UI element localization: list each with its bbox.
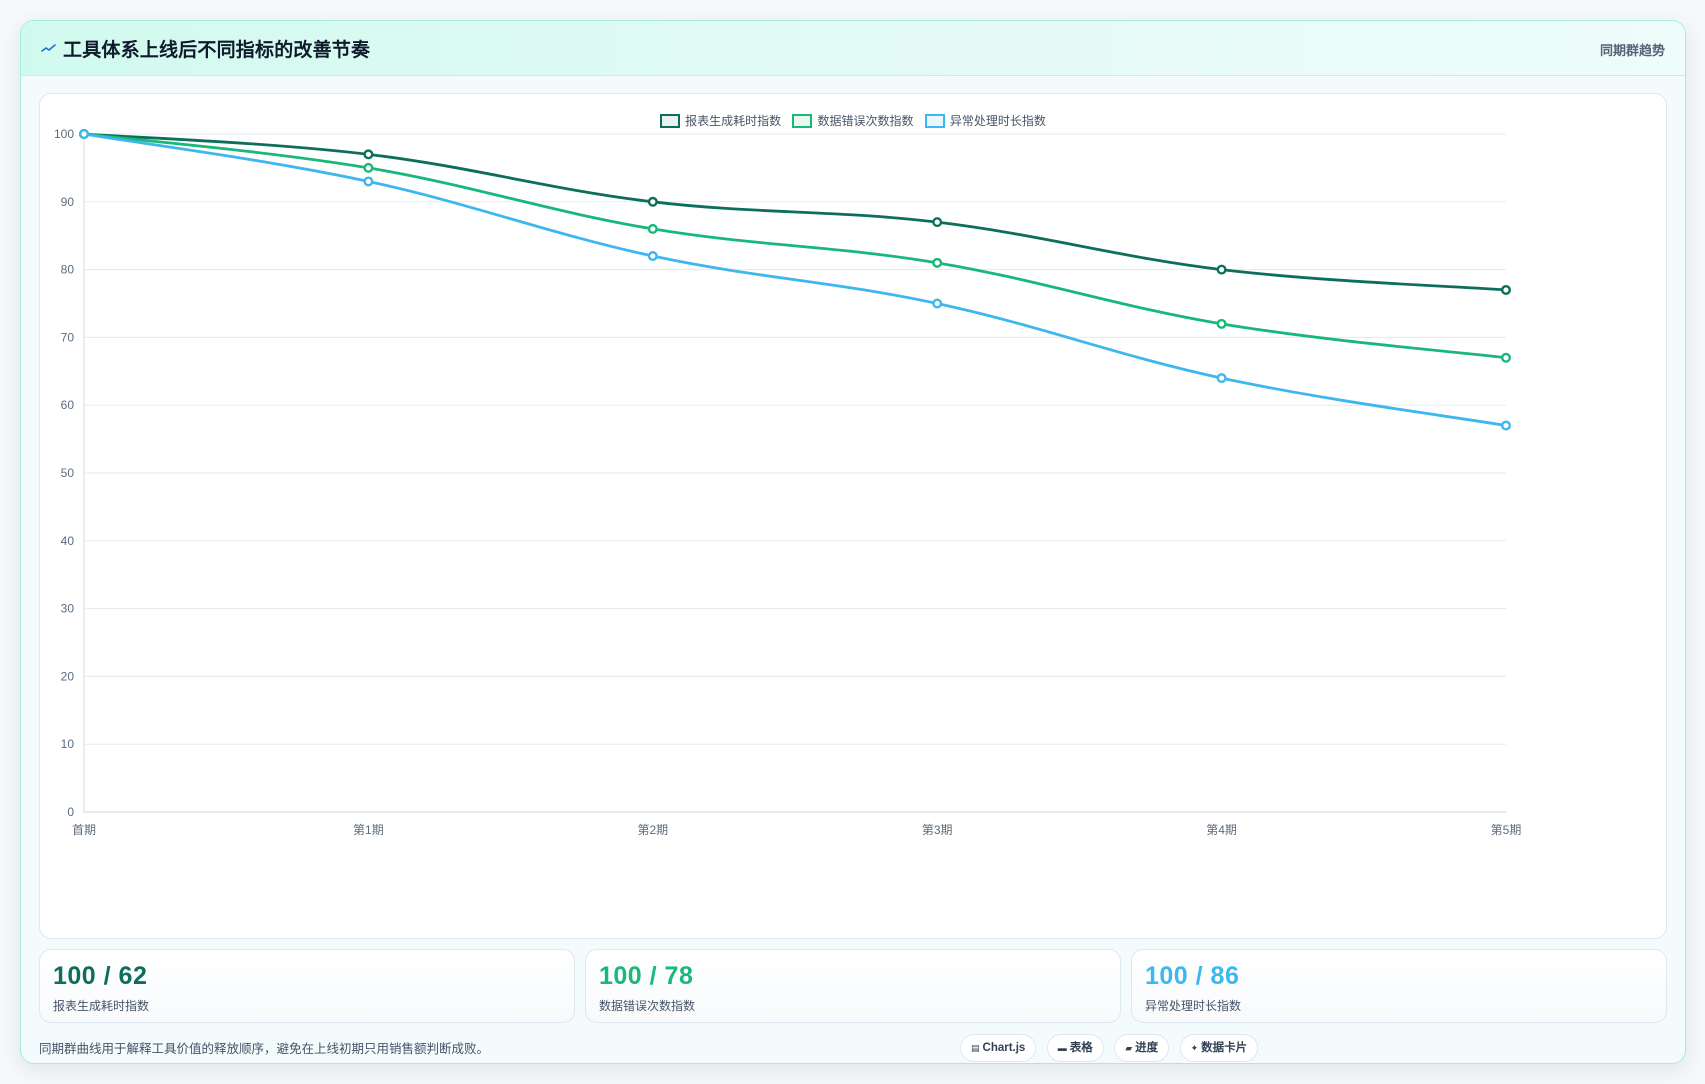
pill-label: 表格 xyxy=(1069,1042,1093,1054)
y-tick-label: 20 xyxy=(61,669,75,683)
y-tick-label: 30 xyxy=(61,602,75,616)
data-point xyxy=(1216,264,1227,275)
x-tick-label: 第5期 xyxy=(1491,823,1522,837)
data-point xyxy=(363,176,374,187)
data-point xyxy=(1216,318,1227,329)
stat-label: 数据错误次数指数 xyxy=(599,999,696,1013)
card-header: 工具体系上线后不同指标的改善节奏 同期群趋势 xyxy=(21,21,1685,76)
y-tick-label: 10 xyxy=(61,737,75,751)
pill-table[interactable]: ▬ 表格 xyxy=(1046,1034,1104,1062)
x-tick-label: 第3期 xyxy=(922,823,953,837)
page-title: 工具体系上线后不同指标的改善节奏 xyxy=(63,40,371,61)
legend-item-series3[interactable]: 异常处理时长指数 xyxy=(924,112,1046,129)
legend-item-series2[interactable]: 数据错误次数指数 xyxy=(792,112,914,129)
table-icon: ▬ xyxy=(1057,1043,1067,1053)
series-line-2 xyxy=(83,132,1507,360)
legend-item-series1[interactable]: 报表生成耗时指数 xyxy=(660,112,781,129)
sparkle-icon: ✦ xyxy=(1190,1043,1199,1053)
y-tick-label: 0 xyxy=(67,805,74,819)
y-tick-label: 100 xyxy=(54,127,74,141)
data-point xyxy=(932,298,943,309)
legend-swatch xyxy=(924,113,945,128)
header-tag: 同期群趋势 xyxy=(1599,43,1665,58)
stat-label: 报表生成耗时指数 xyxy=(53,999,150,1013)
stat-card: 100 / 78 数据错误次数指数 xyxy=(585,949,1121,1023)
feature-pills: ▤ Chart.js ▬ 表格 ▰ 进度 ✦ 数据卡片 xyxy=(960,1034,1264,1062)
footer-note: 同期群曲线用于解释工具价值的释放顺序，避免在上线初期只用销售额判断成败。 xyxy=(39,1042,490,1056)
stat-value: 100 / 86 xyxy=(1145,962,1240,990)
data-point xyxy=(1500,420,1511,431)
y-tick-label: 40 xyxy=(61,534,75,548)
y-tick-label: 50 xyxy=(61,466,75,480)
data-point xyxy=(1500,352,1511,363)
stat-label: 异常处理时长指数 xyxy=(1145,999,1242,1013)
data-point xyxy=(647,251,658,262)
x-tick-label: 第2期 xyxy=(637,823,668,837)
series-line-1 xyxy=(83,132,1507,292)
pill-label: 数据卡片 xyxy=(1201,1042,1248,1054)
pill-progress[interactable]: ▰ 进度 xyxy=(1114,1034,1170,1062)
chart-panel: 0 10 20 30 40 50 60 70 80 90 100 首期 第1期 第2期 第3期 第4期 第5期 … xyxy=(39,93,1667,939)
pill-label: 进度 xyxy=(1135,1042,1159,1054)
x-tick-label: 首期 xyxy=(72,823,96,837)
trend-icon xyxy=(41,44,56,52)
y-tick-label: 80 xyxy=(61,263,75,277)
y-tick-label: 70 xyxy=(61,330,75,344)
data-point xyxy=(363,149,374,160)
line-chart: 0 10 20 30 40 50 60 70 80 90 100 首期 第1期 第2期 第3期 第4期 第5期 xyxy=(54,127,1522,837)
x-tick-label: 第1期 xyxy=(353,823,384,837)
data-point xyxy=(1500,284,1511,295)
data-point xyxy=(647,196,658,207)
data-point xyxy=(932,257,943,268)
stats-row: 100 / 62 报表生成耗时指数 100 / 78 数据错误次数指数 100 … xyxy=(39,949,1667,1023)
data-point xyxy=(1216,373,1227,384)
pill-chartjs[interactable]: ▤ Chart.js xyxy=(960,1034,1037,1062)
stat-value: 100 / 78 xyxy=(599,962,694,990)
pill-data-card[interactable]: ✦ 数据卡片 xyxy=(1179,1034,1259,1062)
chart-legend: 报表生成耗时指数 数据错误次数指数 异常处理时长指数 xyxy=(40,112,1666,129)
x-tick-label: 第4期 xyxy=(1206,823,1237,837)
legend-label: 报表生成耗时指数 xyxy=(685,114,782,128)
data-point xyxy=(932,217,943,228)
chart-icon: ▤ xyxy=(971,1043,980,1053)
stat-value: 100 / 62 xyxy=(53,962,148,990)
progress-icon: ▰ xyxy=(1125,1043,1133,1053)
stat-card: 100 / 86 异常处理时长指数 xyxy=(1131,949,1667,1023)
series-line-3 xyxy=(83,132,1507,427)
data-point xyxy=(363,162,374,173)
stat-card: 100 / 62 报表生成耗时指数 xyxy=(39,949,575,1023)
legend-swatch xyxy=(660,113,681,128)
y-tick-label: 90 xyxy=(61,195,75,209)
data-point xyxy=(647,223,658,234)
pill-label: Chart.js xyxy=(982,1042,1026,1054)
chart-card: 工具体系上线后不同指标的改善节奏 同期群趋势 0 10 20 30 40 50 60 70 80… xyxy=(20,20,1686,1064)
data-point xyxy=(79,129,90,140)
legend-label: 数据错误次数指数 xyxy=(817,114,914,128)
y-tick-label: 60 xyxy=(61,398,75,412)
legend-swatch xyxy=(792,113,813,128)
legend-label: 异常处理时长指数 xyxy=(949,114,1046,128)
